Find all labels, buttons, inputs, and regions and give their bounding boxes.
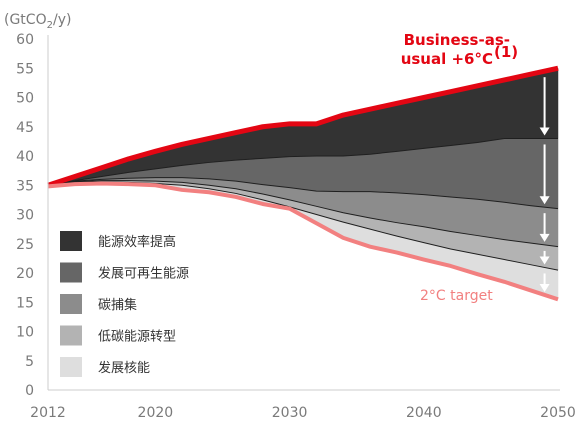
reduction-arrow-head: [539, 256, 550, 265]
reduction-arrow-head: [539, 283, 550, 292]
boundary-line-b3: [47, 180, 559, 248]
legend-label: 发展核能: [98, 360, 150, 376]
reduction-arrow-head: [539, 233, 550, 242]
x-tick-label: 2040: [406, 405, 442, 421]
y-tick-label: 30: [16, 208, 34, 224]
legend-swatch: [60, 231, 82, 251]
legend-swatch: [60, 357, 82, 377]
y-tick-label: 50: [16, 91, 34, 107]
annotations: Business-as-usual +6°C (1) 2°C target: [401, 31, 518, 304]
svg-text:(GtCO2/y): (GtCO2/y): [4, 12, 71, 31]
y-tick-label: 15: [16, 295, 34, 311]
y-tick-label: 10: [16, 325, 34, 341]
bau-label-line-2: usual +6°C: [401, 50, 493, 68]
x-tick-label: 2012: [30, 405, 66, 421]
y-tick-label: 45: [16, 120, 34, 136]
boundary-line-b1: [47, 137, 558, 186]
y-tick-label: 0: [25, 383, 34, 399]
boundary-line-b2: [47, 177, 559, 210]
y-tick-label: 20: [16, 266, 34, 282]
reduction-arrow-head: [539, 196, 550, 205]
y-unit-main: (GtCO: [4, 12, 47, 28]
y-unit-sub: 2: [47, 20, 53, 31]
target-2c-line: [47, 181, 559, 302]
x-tick-label: 2030: [272, 405, 308, 421]
legend-label: 低碳能源转型: [98, 330, 176, 345]
y-tick-label: 25: [16, 237, 34, 253]
x-tick-label: 2050: [540, 405, 576, 421]
bau-label-footnote: (1): [494, 43, 518, 61]
y-tick-label: 40: [16, 149, 34, 165]
business-as-usual-line: [47, 65, 559, 188]
y-tick-labels: 0 5 10 15 20 25 30 35 40 45 50 55 60: [16, 32, 34, 399]
legend-swatch: [60, 325, 82, 346]
legend-label: 能源效率提高: [98, 234, 176, 250]
legend-swatch: [60, 294, 82, 314]
x-tick-labels: 2012 2020 2030 2040 2050: [30, 405, 576, 421]
legend-label: 发展可再生能源: [98, 266, 189, 282]
y-unit-tail: /y): [53, 12, 71, 28]
reduction-arrow-head: [539, 127, 550, 136]
bau-label-line-1: Business-as-: [404, 31, 510, 49]
y-axis-unit: (GtCO2/y): [4, 12, 71, 31]
y-tick-label: 60: [16, 32, 34, 48]
reduction-arrows: [539, 77, 550, 292]
legend-label: 碳捕集: [98, 297, 137, 313]
y-tick-label: 35: [16, 178, 34, 194]
y-tick-label: 55: [16, 61, 34, 77]
target-2c-label: 2°C target: [420, 288, 493, 304]
x-tick-label: 2020: [138, 405, 174, 421]
boundary-lines: [47, 65, 559, 302]
y-tick-label: 5: [25, 354, 34, 370]
axes: [47, 35, 560, 391]
legend-swatch: [60, 262, 82, 283]
